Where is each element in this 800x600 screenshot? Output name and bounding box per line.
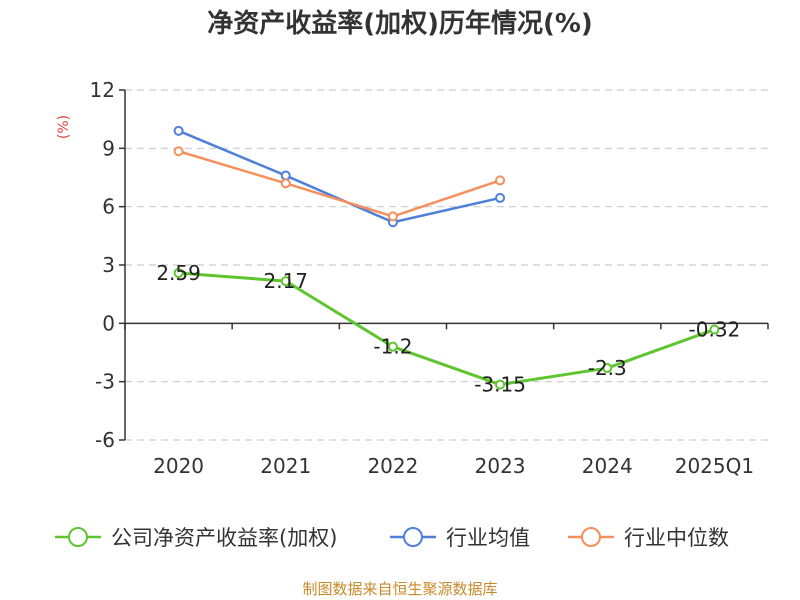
- data-label: -3.15: [474, 373, 526, 397]
- data-labels: 2.59 2.17 -1.2 -3.15 -2.3 -0.32: [156, 261, 740, 397]
- legend: 公司净资产收益率(加权) 行业均值 行业中位数: [55, 526, 729, 550]
- data-label: -0.32: [689, 318, 741, 342]
- x-tick-label: 2025Q1: [675, 454, 754, 478]
- data-point: [495, 379, 506, 390]
- axes: [119, 89, 769, 441]
- legend-marker: [581, 527, 601, 547]
- series-line-1: [178, 129, 501, 224]
- data-point: [280, 276, 291, 287]
- series-group: [173, 125, 720, 390]
- data-point: [495, 192, 506, 203]
- x-tick-label: 2023: [475, 454, 526, 478]
- grid-lines: [125, 89, 768, 441]
- data-point: [173, 146, 184, 157]
- x-tick-label: 2020: [153, 454, 204, 478]
- y-unit-label: (%): [56, 115, 72, 139]
- y-tick-labels: 12 9 6 3 0 -3 -6: [90, 78, 115, 452]
- legend-label: 行业中位数: [624, 526, 729, 550]
- legend-label: 行业均值: [446, 526, 530, 550]
- x-tick-label: 2024: [582, 454, 633, 478]
- data-label: -1.2: [373, 335, 412, 359]
- series-line-0: [178, 271, 715, 387]
- legend-marker: [68, 527, 88, 547]
- y-tick-label: 0: [102, 311, 115, 335]
- data-point: [173, 125, 184, 136]
- data-point: [495, 175, 506, 186]
- legend-label: 公司净资产收益率(加权): [111, 526, 337, 550]
- data-label: 2.59: [156, 261, 201, 285]
- y-tick-label: 6: [102, 195, 115, 219]
- data-label: 2.17: [263, 269, 308, 293]
- y-tick-label: 9: [102, 136, 115, 160]
- x-tick-label: 2022: [367, 454, 418, 478]
- data-point: [280, 178, 291, 189]
- y-tick-label: 12: [90, 78, 115, 102]
- data-label: -2.3: [588, 356, 627, 380]
- data-point: [387, 341, 398, 352]
- chart-title: 净资产收益率(加权)历年情况(%): [207, 8, 593, 39]
- data-point: [173, 267, 184, 278]
- y-tick-label: 3: [102, 253, 115, 277]
- source-note: 制图数据来自恒生聚源数据库: [302, 580, 497, 598]
- series-line-2: [178, 150, 501, 218]
- x-tick-label: 2021: [260, 454, 311, 478]
- x-tick-labels: 2020 2021 2022 2023 2024 2025Q1: [153, 454, 754, 478]
- y-tick-label: -6: [95, 428, 115, 452]
- data-point: [602, 363, 613, 374]
- legend-marker: [403, 527, 423, 547]
- y-tick-label: -3: [95, 370, 115, 394]
- data-point: [709, 324, 720, 335]
- data-point: [387, 211, 398, 222]
